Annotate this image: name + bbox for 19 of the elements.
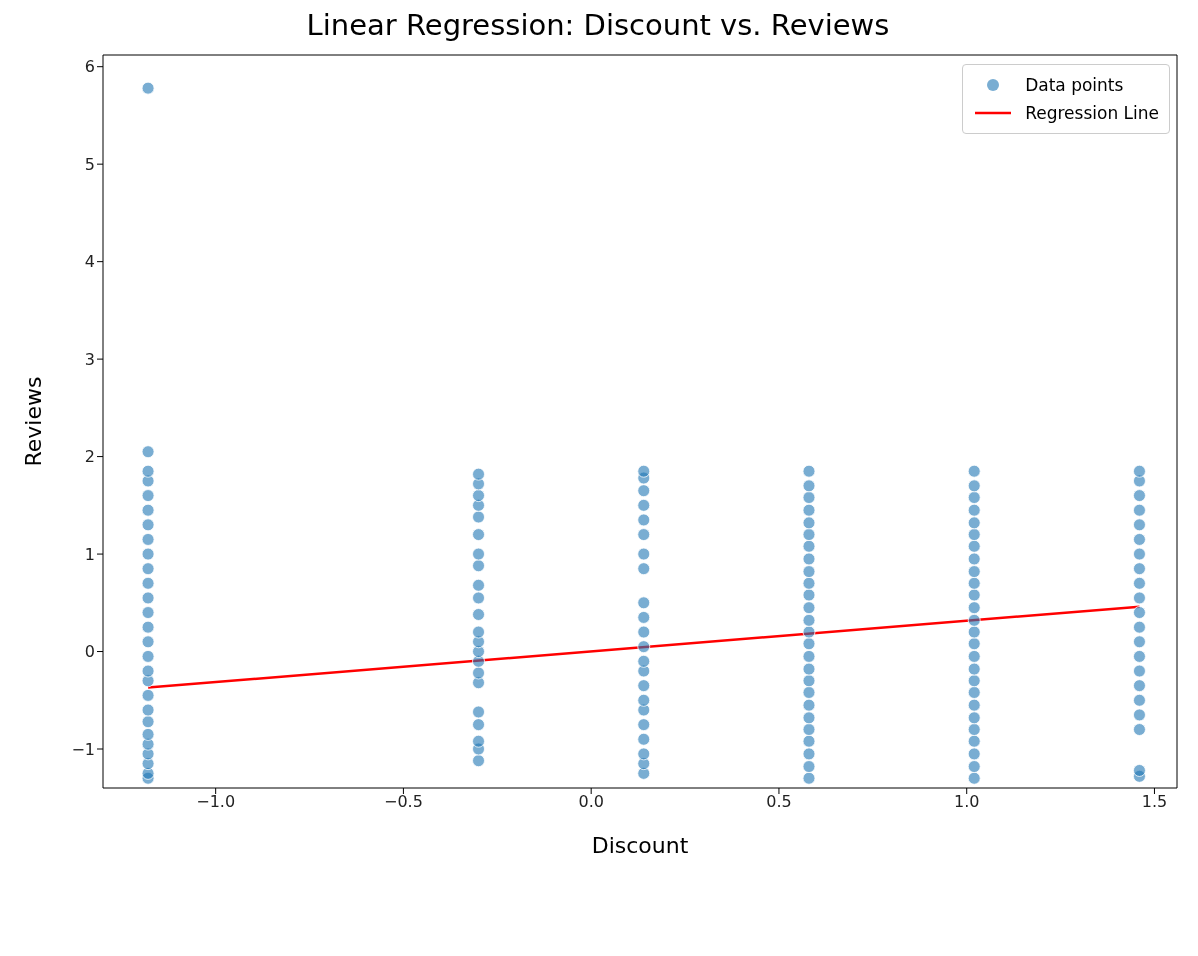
y-tick-label: 4 [84,252,95,272]
y-tick-label: 0 [84,642,95,662]
x-tick-label: 0.5 [766,792,792,812]
x-axis-title: Discount [591,833,689,858]
y-tick-label: 6 [84,57,95,77]
y-tick-label: 5 [84,154,95,174]
y-tick-label: 2 [84,447,95,467]
legend-label: Regression Line [1025,102,1159,125]
y-tick-label: −1 [71,739,95,759]
y-tick-label: 3 [84,349,95,369]
x-tick-label: −0.5 [383,792,423,812]
x-tick-label: 1.5 [1141,792,1168,812]
x-tick-label: 1.0 [953,792,980,812]
chart-title: Linear Regression: Discount vs. Reviews [305,8,891,44]
legend-label: Data points [1025,74,1124,97]
x-tick-label: −1.0 [196,792,236,812]
y-tick-label: 1 [84,544,95,564]
y-axis-title: Reviews [20,376,46,467]
x-tick-label: 0.0 [578,792,604,812]
